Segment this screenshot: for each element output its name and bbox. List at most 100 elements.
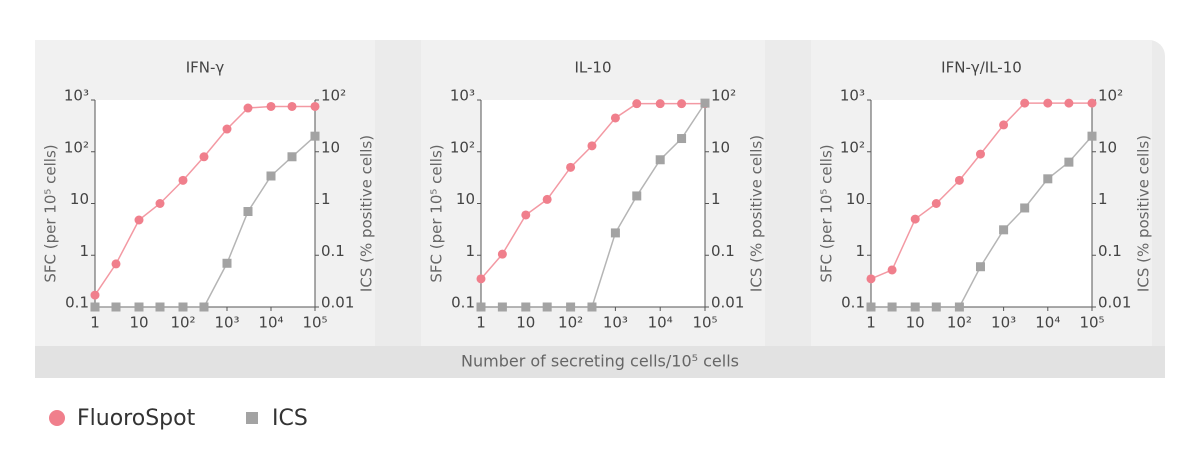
data-point bbox=[155, 199, 165, 208]
data-point bbox=[243, 103, 253, 113]
data-point bbox=[931, 302, 941, 312]
y-tick-label: 10³ bbox=[450, 87, 475, 105]
data-point bbox=[199, 302, 209, 312]
y-tick-label: 10 bbox=[70, 190, 89, 208]
x-tick-label: 10⁵ bbox=[302, 314, 327, 332]
data-point bbox=[111, 302, 121, 312]
y2-tick-label: 10² bbox=[1098, 87, 1123, 105]
data-point bbox=[866, 274, 876, 284]
data-point bbox=[999, 120, 1009, 130]
data-point bbox=[887, 265, 897, 275]
data-point bbox=[287, 152, 297, 162]
data-point bbox=[542, 194, 552, 204]
xlabel-strip bbox=[35, 346, 1165, 378]
x-tick-label: 1 bbox=[476, 314, 486, 332]
data-point bbox=[287, 101, 297, 111]
y-axis-label: SFC (per 10⁵ cells) bbox=[42, 144, 60, 282]
legend: FluoroSpot ICS bbox=[49, 406, 308, 431]
x-tick-label: 10⁵ bbox=[1079, 314, 1104, 332]
y2-axis-label: ICS (% positive cells) bbox=[748, 135, 766, 292]
y2-tick-label: 10 bbox=[711, 138, 730, 156]
panel-title: IFN-γ/IL-10 bbox=[941, 59, 1022, 77]
data-point bbox=[134, 215, 144, 225]
plot-area bbox=[481, 100, 705, 307]
data-point bbox=[632, 99, 642, 109]
data-point bbox=[954, 175, 964, 185]
y2-tick-label: 10 bbox=[1098, 138, 1117, 156]
data-point bbox=[310, 131, 320, 141]
y2-axis-label: ICS (% positive cells) bbox=[358, 135, 376, 292]
data-point bbox=[954, 302, 964, 312]
data-point bbox=[566, 162, 576, 172]
x-tick-label: 10⁴ bbox=[648, 314, 673, 332]
y2-tick-label: 1 bbox=[711, 190, 721, 208]
data-point bbox=[111, 259, 121, 269]
y2-tick-label: 0.1 bbox=[321, 242, 345, 260]
x-tick-label: 10⁴ bbox=[1035, 314, 1060, 332]
y-tick-label: 10² bbox=[840, 138, 865, 156]
x-tick-label: 10³ bbox=[214, 314, 239, 332]
x-tick-label: 10 bbox=[516, 314, 535, 332]
y-tick-label: 10 bbox=[846, 190, 865, 208]
y2-tick-label: 1 bbox=[1098, 190, 1108, 208]
y-tick-label: 0.1 bbox=[451, 294, 475, 312]
panel-title: IL-10 bbox=[574, 59, 611, 77]
data-point bbox=[134, 302, 144, 312]
x-tick-label: 10² bbox=[558, 314, 583, 332]
legend-marker bbox=[49, 410, 65, 426]
data-point bbox=[542, 302, 552, 312]
data-point bbox=[1043, 98, 1053, 108]
legend-label: FluoroSpot bbox=[77, 406, 196, 431]
data-point bbox=[931, 199, 941, 208]
x-tick-label: 10² bbox=[170, 314, 195, 332]
x-tick-label: 10² bbox=[947, 314, 972, 332]
data-point bbox=[610, 228, 620, 238]
data-point bbox=[155, 302, 165, 312]
shared-x-label: Number of secreting cells/10⁵ cells bbox=[461, 352, 739, 371]
data-point bbox=[632, 191, 642, 201]
data-point bbox=[1064, 98, 1074, 108]
y-tick-label: 1 bbox=[465, 242, 475, 260]
y-axis-label: SFC (per 10⁵ cells) bbox=[818, 144, 836, 282]
data-point bbox=[1043, 174, 1053, 184]
y2-tick-label: 1 bbox=[321, 190, 331, 208]
legend-marker bbox=[246, 412, 258, 424]
x-tick-label: 1 bbox=[866, 314, 876, 332]
x-tick-label: 10³ bbox=[991, 314, 1016, 332]
data-point bbox=[587, 141, 597, 151]
y-tick-label: 10² bbox=[64, 138, 89, 156]
data-point bbox=[1087, 131, 1097, 141]
data-point bbox=[1064, 157, 1074, 167]
y2-axis-label: ICS (% positive cells) bbox=[1135, 135, 1153, 292]
data-point bbox=[178, 175, 188, 185]
data-point bbox=[677, 134, 687, 144]
y-tick-label: 10² bbox=[450, 138, 475, 156]
y2-tick-label: 10² bbox=[711, 87, 736, 105]
y-tick-label: 0.1 bbox=[841, 294, 865, 312]
data-point bbox=[677, 99, 687, 109]
data-point bbox=[700, 98, 710, 108]
y-axis-label: SFC (per 10⁵ cells) bbox=[428, 144, 446, 282]
data-point bbox=[975, 262, 985, 272]
y2-tick-label: 0.01 bbox=[321, 294, 354, 312]
y-tick-label: 0.1 bbox=[65, 294, 89, 312]
y-tick-label: 10³ bbox=[64, 87, 89, 105]
x-tick-label: 10 bbox=[129, 314, 148, 332]
data-point bbox=[655, 155, 665, 165]
data-point bbox=[975, 149, 985, 159]
data-point bbox=[243, 207, 253, 217]
data-point bbox=[655, 99, 665, 109]
y2-tick-label: 0.1 bbox=[1098, 242, 1122, 260]
data-point bbox=[566, 302, 576, 312]
data-point bbox=[497, 302, 507, 312]
data-point bbox=[266, 101, 276, 111]
y-tick-label: 10³ bbox=[840, 87, 865, 105]
data-point bbox=[476, 274, 486, 284]
y2-tick-label: 0.01 bbox=[711, 294, 744, 312]
plot-area bbox=[95, 100, 315, 307]
y2-tick-label: 0.1 bbox=[711, 242, 735, 260]
y2-tick-label: 10 bbox=[321, 138, 340, 156]
y-tick-label: 1 bbox=[79, 242, 89, 260]
y-tick-label: 10 bbox=[456, 190, 475, 208]
